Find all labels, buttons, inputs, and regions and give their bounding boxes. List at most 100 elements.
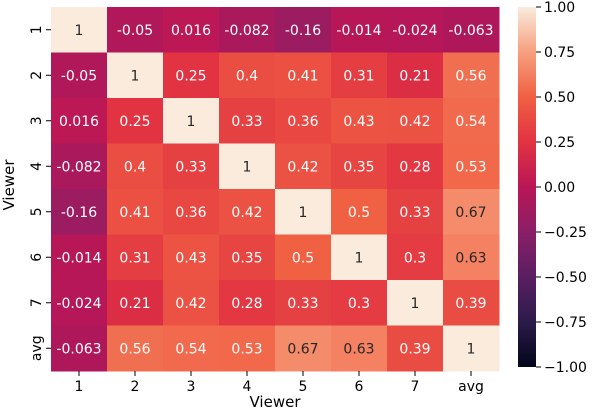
cell-value-label: 0.3	[348, 296, 370, 312]
colorbar-tick-label: 0.25	[544, 135, 575, 151]
heatmap-cell	[163, 7, 220, 53]
cell-value-label: 0.54	[455, 114, 486, 130]
cell-value-label: 0.41	[119, 205, 150, 221]
x-tick-label: avg	[458, 379, 484, 395]
cell-value-label: 0.39	[399, 341, 430, 357]
heatmap-cell	[51, 7, 108, 53]
cell-value-label: 0.21	[119, 296, 150, 312]
x-tick-label: 4	[243, 379, 252, 395]
heatmap-cell	[275, 7, 332, 53]
heatmap-cell	[443, 143, 500, 190]
y-axis-label: Viewer	[0, 159, 18, 211]
y-axis: 1 2 3 4 5 6 7 avg	[29, 25, 51, 361]
heatmap-cell	[331, 280, 388, 326]
heatmap-cell	[387, 7, 444, 53]
cell-value-label: 0.25	[175, 68, 206, 84]
cell-value-label: 1	[355, 250, 364, 266]
cell-value-label: 0.33	[175, 159, 206, 175]
cell-value-label: 0.35	[231, 250, 262, 266]
heatmap-cell	[331, 52, 388, 99]
heatmap-cell	[51, 234, 108, 281]
cell-value-label: -0.014	[336, 23, 381, 39]
x-tick-label: 7	[411, 379, 420, 395]
cell-value-label: 0.3	[404, 250, 426, 266]
heatmap-cell	[387, 143, 444, 190]
cell-value-label: 0.39	[455, 296, 486, 312]
heatmap-cell	[51, 280, 108, 326]
cell-value-label: 0.67	[287, 341, 318, 357]
cell-value-label: 0.36	[175, 205, 206, 221]
cell-value-label: 0.56	[119, 341, 150, 357]
cell-value-label: 1	[467, 341, 476, 357]
colorbar-tick-label: 0.75	[544, 45, 575, 61]
x-tick-label: 3	[187, 379, 196, 395]
cell-value-label: -0.063	[448, 23, 493, 39]
cell-value-label: 0.56	[455, 68, 486, 84]
heatmap-cell	[275, 325, 332, 372]
cell-value-label: -0.05	[61, 68, 97, 84]
x-axis: 1 2 3 4 5 6 7 avg	[75, 371, 484, 395]
heatmap-cell	[219, 7, 276, 53]
cell-value-label: 0.33	[231, 114, 262, 130]
cell-value-label: 0.4	[236, 68, 258, 84]
cell-value-label: -0.024	[392, 23, 437, 39]
cell-value-label: 0.31	[119, 250, 150, 266]
heatmap-cell	[219, 189, 276, 235]
heatmap-cell	[51, 52, 108, 99]
y-tick-label: 3	[29, 116, 45, 125]
x-tick-label: 1	[75, 379, 84, 395]
heatmap-cell	[275, 52, 332, 99]
heatmap-cell	[107, 143, 164, 190]
colorbar-tick-label: −0.50	[544, 270, 587, 286]
heatmap-cell	[387, 189, 444, 235]
heatmap-cell	[275, 234, 332, 281]
cell-value-label: -0.05	[117, 23, 153, 39]
colorbar: 1.00 0.75 0.50 0.25 0.00 −0.25 −0.50 −0.75 −1.00	[518, 0, 587, 376]
cell-value-label: -0.082	[56, 159, 101, 175]
cell-value-label: 0.25	[119, 114, 150, 130]
cell-value-label: -0.014	[56, 250, 101, 266]
colorbar-tick-label: −1.00	[544, 360, 587, 376]
cell-value-label: 0.36	[287, 114, 318, 130]
heatmap-cell	[107, 52, 164, 99]
cell-value-label: 0.41	[287, 68, 318, 84]
heatmap-cell	[219, 280, 276, 326]
heatmap-cell	[275, 280, 332, 326]
cell-value-label: 0.5	[292, 250, 314, 266]
cell-value-label: 0.016	[171, 23, 211, 39]
heatmap-cell	[163, 325, 220, 372]
heatmap-cell	[443, 325, 500, 372]
heatmap-cell	[163, 98, 220, 144]
cell-value-label: 0.53	[455, 159, 486, 175]
heatmap-cell	[219, 143, 276, 190]
heatmap-cell	[443, 280, 500, 326]
cell-value-label: 0.4	[124, 159, 146, 175]
cell-value-label: 1	[243, 159, 252, 175]
heatmap-cell	[331, 234, 388, 281]
heatmap-cell	[275, 189, 332, 235]
cell-value-label: 0.35	[343, 159, 374, 175]
heatmap-cell	[387, 325, 444, 372]
heatmap-cell	[275, 98, 332, 144]
cell-value-label: -0.024	[56, 296, 101, 312]
cell-value-label: 1	[411, 296, 420, 312]
heatmap-cell	[163, 280, 220, 326]
heatmap-cell	[443, 98, 500, 144]
heatmap-cell	[107, 325, 164, 372]
heatmap-cell	[387, 52, 444, 99]
x-axis-label: Viewer	[250, 393, 302, 411]
cell-value-label: 0.5	[348, 205, 370, 221]
heatmap-cell	[331, 189, 388, 235]
heatmap-cell	[387, 234, 444, 281]
cell-value-label: 1	[131, 68, 140, 84]
cell-value-label: 0.42	[175, 296, 206, 312]
heatmap-cell	[443, 234, 500, 281]
cell-value-label: 1	[187, 114, 196, 130]
cell-value-label: 1	[75, 23, 84, 39]
cell-value-label: 0.63	[455, 250, 486, 266]
cell-value-label: 1	[299, 205, 308, 221]
heatmap-cell	[51, 325, 108, 372]
cell-value-label: -0.063	[56, 341, 101, 357]
cell-value-label: 0.53	[231, 341, 262, 357]
heatmap-cell	[51, 143, 108, 190]
